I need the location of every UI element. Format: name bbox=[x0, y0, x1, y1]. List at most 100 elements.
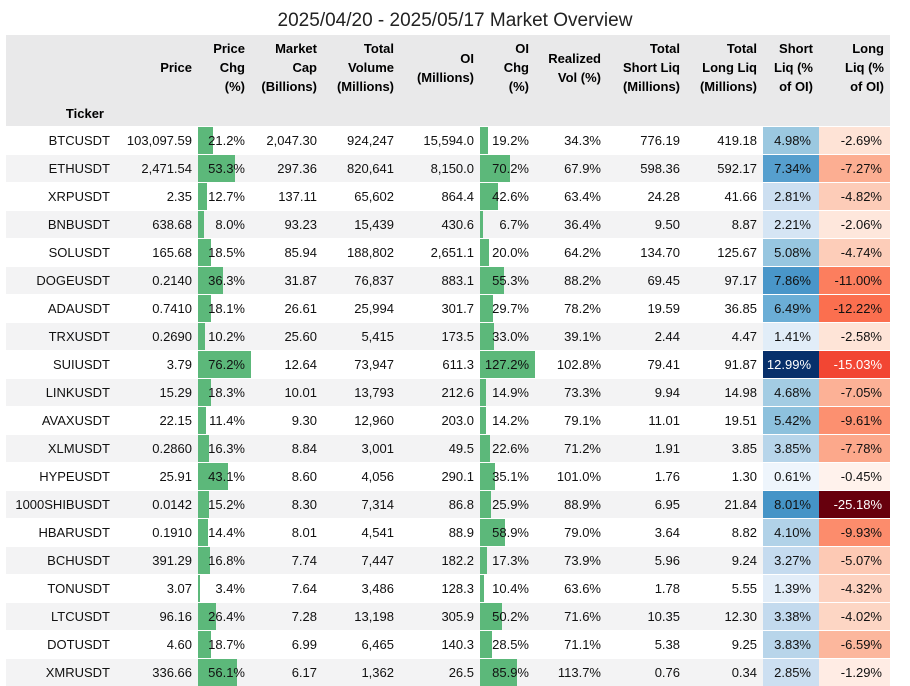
column-header-line: Cap bbox=[253, 58, 317, 77]
column-header-line: Realized bbox=[537, 49, 601, 68]
rvol-cell: 73.9% bbox=[535, 547, 607, 575]
oi-chg-value: 14.2% bbox=[480, 413, 535, 428]
long-liq-cell: 9.24 bbox=[686, 547, 763, 575]
ticker-cell: SOLUSDT bbox=[6, 239, 116, 267]
price-cell: 165.68 bbox=[116, 239, 198, 267]
short-liq-cell: 10.35 bbox=[607, 603, 686, 631]
oi-chg-cell: 58.9% bbox=[480, 519, 535, 547]
short-liq-pct-cell: 5.08% bbox=[763, 239, 819, 267]
long-liq-cell: 1.30 bbox=[686, 463, 763, 491]
oi-chg-value: 42.6% bbox=[480, 189, 535, 204]
volume-cell: 13,793 bbox=[323, 379, 400, 407]
oi-chg-value: 58.9% bbox=[480, 525, 535, 540]
price-cell: 391.29 bbox=[116, 547, 198, 575]
ticker-cell: DOTUSDT bbox=[6, 631, 116, 659]
price-cell: 0.2860 bbox=[116, 435, 198, 463]
mcap-cell: 31.87 bbox=[251, 267, 323, 295]
short-liq-cell: 0.76 bbox=[607, 659, 686, 686]
oi-cell: 883.1 bbox=[400, 267, 480, 295]
rvol-cell: 63.4% bbox=[535, 183, 607, 211]
oi-cell: 128.3 bbox=[400, 575, 480, 603]
price-chg-cell: 12.7% bbox=[198, 183, 251, 211]
volume-cell: 6,465 bbox=[323, 631, 400, 659]
price-cell: 0.1910 bbox=[116, 519, 198, 547]
long-liq-cell: 19.51 bbox=[686, 407, 763, 435]
short-liq-pct-cell: 3.85% bbox=[763, 435, 819, 463]
long-liq-pct-cell: -2.06% bbox=[819, 211, 890, 239]
price-chg-cell: 15.2% bbox=[198, 491, 251, 519]
price-chg-value: 10.2% bbox=[198, 329, 251, 344]
oi-chg-cell: 33.0% bbox=[480, 323, 535, 351]
oi-cell: 173.5 bbox=[400, 323, 480, 351]
long-liq-pct-cell: -7.05% bbox=[819, 379, 890, 407]
oi-chg-cell: 19.2% bbox=[480, 127, 535, 155]
oi-cell: 203.0 bbox=[400, 407, 480, 435]
column-header-line: Volume bbox=[325, 58, 394, 77]
price-cell: 96.16 bbox=[116, 603, 198, 631]
rvol-cell: 64.2% bbox=[535, 239, 607, 267]
short-liq-cell: 2.44 bbox=[607, 323, 686, 351]
long-liq-cell: 14.98 bbox=[686, 379, 763, 407]
oi-cell: 305.9 bbox=[400, 603, 480, 631]
price-chg-value: 21.2% bbox=[198, 133, 251, 148]
short-liq-pct-cell: 12.99% bbox=[763, 351, 819, 379]
long-liq-cell: 419.18 bbox=[686, 127, 763, 155]
price-chg-cell: 18.7% bbox=[198, 631, 251, 659]
long-liq-pct-cell: -0.45% bbox=[819, 463, 890, 491]
oi-chg-value: 6.7% bbox=[480, 217, 535, 232]
price-chg-value: 12.7% bbox=[198, 189, 251, 204]
ticker-cell: ADAUSDT bbox=[6, 295, 116, 323]
volume-cell: 4,056 bbox=[323, 463, 400, 491]
oi-chg-value: 17.3% bbox=[480, 553, 535, 568]
oi-chg-value: 22.6% bbox=[480, 441, 535, 456]
mcap-cell: 12.64 bbox=[251, 351, 323, 379]
price-cell: 638.68 bbox=[116, 211, 198, 239]
short-liq-pct-cell: 2.85% bbox=[763, 659, 819, 686]
short-liq-pct-cell: 7.86% bbox=[763, 267, 819, 295]
long-liq-pct-cell: -25.18% bbox=[819, 491, 890, 519]
ticker-cell: TRXUSDT bbox=[6, 323, 116, 351]
ticker-cell: AVAXUSDT bbox=[6, 407, 116, 435]
price-chg-value: 76.2% bbox=[198, 357, 251, 372]
price-chg-value: 18.1% bbox=[198, 301, 251, 316]
index-header-row: Ticker bbox=[6, 100, 890, 127]
short-liq-pct-cell: 3.83% bbox=[763, 631, 819, 659]
mcap-cell: 7.64 bbox=[251, 575, 323, 603]
short-liq-cell: 24.28 bbox=[607, 183, 686, 211]
column-header-line: Liq (% bbox=[821, 58, 884, 77]
oi-chg-value: 55.3% bbox=[480, 273, 535, 288]
index-header-filler bbox=[535, 100, 607, 127]
column-header-line: Total bbox=[688, 39, 757, 58]
ticker-cell: XRPUSDT bbox=[6, 183, 116, 211]
price-chg-cell: 3.4% bbox=[198, 575, 251, 603]
rvol-cell: 113.7% bbox=[535, 659, 607, 686]
price-cell: 25.91 bbox=[116, 463, 198, 491]
column-header-price: Price bbox=[116, 35, 198, 100]
rvol-cell: 79.0% bbox=[535, 519, 607, 547]
rvol-cell: 79.1% bbox=[535, 407, 607, 435]
long-liq-cell: 125.67 bbox=[686, 239, 763, 267]
mcap-cell: 137.11 bbox=[251, 183, 323, 211]
short-liq-pct-cell: 2.81% bbox=[763, 183, 819, 211]
column-header-line: Price bbox=[118, 58, 192, 77]
column-header-line: Liq (% bbox=[765, 58, 813, 77]
price-chg-cell: 14.4% bbox=[198, 519, 251, 547]
oi-chg-cell: 20.0% bbox=[480, 239, 535, 267]
price-cell: 0.7410 bbox=[116, 295, 198, 323]
ticker-cell: HBARUSDT bbox=[6, 519, 116, 547]
short-liq-cell: 69.45 bbox=[607, 267, 686, 295]
price-chg-cell: 8.0% bbox=[198, 211, 251, 239]
mcap-cell: 10.01 bbox=[251, 379, 323, 407]
long-liq-pct-cell: -2.69% bbox=[819, 127, 890, 155]
